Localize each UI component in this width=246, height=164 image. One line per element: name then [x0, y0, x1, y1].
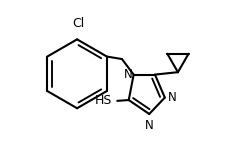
- Text: Cl: Cl: [73, 17, 85, 30]
- Text: N: N: [145, 119, 154, 132]
- Text: HS: HS: [95, 94, 112, 107]
- Text: N: N: [124, 68, 133, 81]
- Text: N: N: [168, 91, 177, 104]
